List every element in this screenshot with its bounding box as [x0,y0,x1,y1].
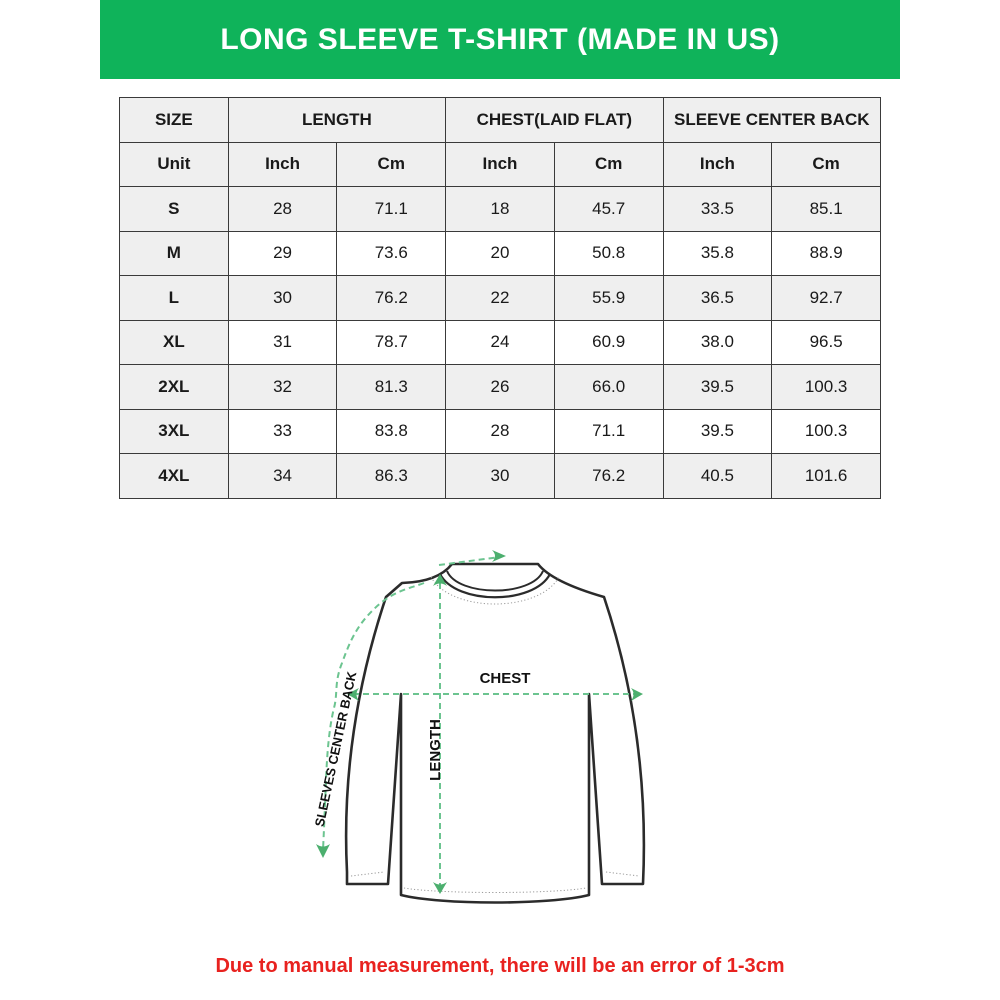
svg-text:CHEST: CHEST [480,670,531,687]
svg-text:LENGTH: LENGTH [427,719,444,781]
